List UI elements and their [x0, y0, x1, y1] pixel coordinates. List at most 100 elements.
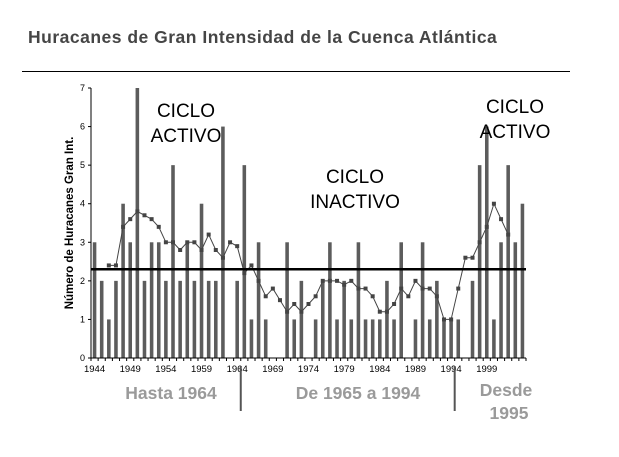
bar-1990	[420, 242, 425, 358]
bar-1961	[214, 280, 218, 358]
period-label-1965-1994: De 1965 a 1994	[296, 383, 421, 403]
x-tick-label-1964: 1964	[227, 364, 248, 375]
avg-point-1972	[292, 302, 297, 306]
avg-point-1983	[370, 294, 375, 299]
avg-point-1979	[342, 282, 347, 287]
y-tick-label-2: 2	[80, 276, 85, 286]
bar-1964	[235, 280, 239, 358]
avg-point-1968	[263, 294, 268, 299]
avg-point-1949	[128, 217, 133, 222]
x-tick-label-1984: 1984	[369, 364, 390, 375]
bar-1947	[114, 280, 118, 358]
avg-point-1971	[285, 309, 290, 314]
avg-point-1981	[356, 286, 361, 291]
avg-point-1988	[406, 294, 411, 299]
avg-point-1955	[171, 240, 176, 245]
bar-1997	[470, 280, 475, 358]
bar-1993	[442, 319, 446, 358]
x-tick-label-1959: 1959	[191, 364, 212, 375]
avg-point-1975	[313, 294, 318, 299]
avg-point-1974	[306, 302, 311, 306]
bar-1995	[456, 319, 461, 358]
annotation-inactive-line: INACTIVO	[310, 192, 400, 213]
avg-point-1969	[270, 286, 275, 291]
y-axis-label: Número de Huracanes Gran Int.	[64, 137, 76, 310]
bar-2001	[499, 242, 503, 358]
avg-point-1956	[178, 248, 183, 252]
avg-point-1999	[484, 224, 489, 229]
bar-1981	[356, 242, 361, 358]
bar-1994	[449, 319, 453, 358]
avg-point-1960	[206, 232, 211, 237]
bar-1956	[178, 280, 182, 358]
bar-1972	[292, 319, 297, 358]
bar-1954	[164, 280, 168, 358]
bar-1955	[171, 165, 175, 358]
annotation-active-1-line: CICLO	[157, 101, 215, 122]
x-tick-label-1944: 1944	[84, 364, 105, 375]
bar-1980	[349, 319, 354, 358]
bar-2002	[506, 165, 510, 358]
avg-point-1986	[392, 302, 397, 306]
avg-point-1980	[349, 278, 354, 283]
avg-point-1996	[463, 255, 468, 260]
bar-1973	[299, 280, 304, 358]
bar-1957	[185, 242, 190, 358]
y-tick-label-0: 0	[80, 353, 85, 363]
bar-1987	[399, 242, 403, 358]
bar-1999	[484, 126, 489, 358]
bar-1983	[370, 319, 375, 358]
avg-point-2001	[499, 217, 504, 222]
avg-point-1982	[363, 286, 368, 291]
period-label-since-1995-a: Desde	[480, 380, 533, 400]
annotation-inactive-line: CICLO	[326, 167, 384, 188]
bar-1979	[342, 280, 346, 358]
bar-1978	[335, 319, 339, 358]
bar-1971	[285, 242, 289, 358]
y-tick-label-6: 6	[80, 122, 85, 132]
bar-1967	[256, 242, 261, 358]
bar-1989	[413, 319, 418, 358]
avg-point-1958	[192, 240, 197, 245]
x-tick-label-1989: 1989	[405, 364, 426, 375]
avg-point-1967	[256, 278, 261, 283]
avg-point-1976	[320, 278, 325, 283]
avg-point-1961	[213, 248, 218, 252]
avg-point-1946	[106, 263, 111, 268]
chart-title: Huracanes de Gran Intensidad de la Cuenc…	[28, 27, 498, 47]
annotation-active-2-line: CICLO	[486, 97, 544, 118]
bar-1965	[242, 165, 247, 358]
avg-point-1953	[156, 224, 161, 229]
bar-1946	[107, 319, 111, 358]
avg-point-1978	[335, 278, 340, 283]
avg-point-1984	[377, 309, 382, 314]
avg-point-1998	[477, 240, 482, 245]
bar-1986	[392, 319, 396, 358]
x-tick-label-1969: 1969	[262, 364, 283, 375]
bar-1948	[121, 203, 125, 358]
avg-point-1992	[434, 294, 439, 299]
annotation-active-2: CICLO ACTIVO	[480, 97, 551, 143]
bar-1984	[378, 319, 382, 358]
avg-point-1991	[427, 286, 432, 291]
bar-2003	[513, 242, 518, 358]
y-tick-label-1: 1	[80, 314, 85, 324]
bar-2000	[492, 319, 496, 358]
annotation-active-1: CICLO ACTIVO	[151, 101, 222, 147]
avg-point-1950	[135, 209, 140, 214]
avg-point-1985	[384, 309, 389, 314]
x-tick-label-1994: 1994	[441, 364, 462, 375]
avg-point-2000	[491, 201, 496, 206]
annotation-active-1-line: ACTIVO	[151, 126, 222, 147]
avg-point-1994	[449, 317, 454, 322]
avg-point-1997	[470, 255, 475, 260]
avg-point-1951	[142, 213, 147, 218]
x-tick-label-1999: 1999	[476, 364, 497, 375]
avg-point-1995	[456, 286, 461, 291]
avg-point-1962	[220, 255, 225, 260]
avg-point-1963	[228, 240, 233, 245]
x-tick-label-1974: 1974	[298, 364, 319, 375]
period-label-until-1964: Hasta 1964	[125, 383, 217, 403]
y-tick-label-3: 3	[80, 237, 85, 247]
annotation-inactive: CICLO INACTIVO	[310, 167, 400, 213]
